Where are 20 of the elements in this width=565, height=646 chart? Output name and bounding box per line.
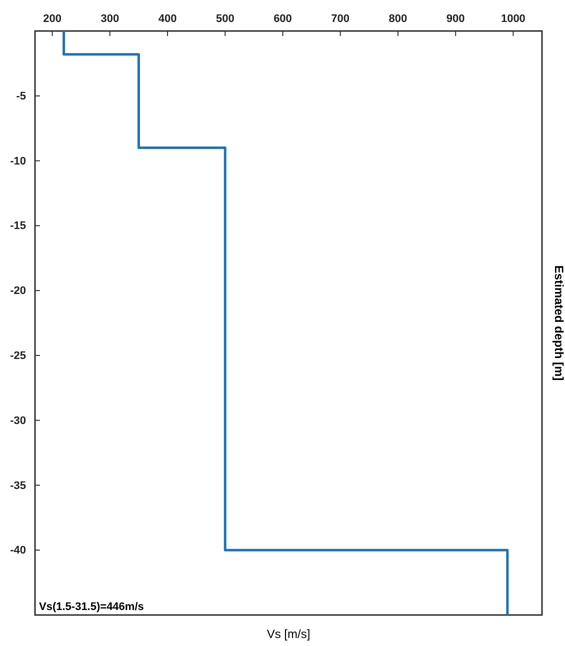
x-axis-title: Vs [m/s] <box>266 627 310 641</box>
y-tick-label: -20 <box>10 285 26 298</box>
x-tick-label: 700 <box>331 13 350 25</box>
x-tick-label: 400 <box>158 13 177 25</box>
y-tick-label: -30 <box>10 414 26 427</box>
y-tick-label: -25 <box>10 350 26 362</box>
x-tick-label: 200 <box>43 13 62 25</box>
annotation: Vs(1.5-31.5)=446m/s <box>39 601 144 613</box>
x-tick-label: 600 <box>274 13 292 25</box>
y-tick-label: -40 <box>10 544 26 557</box>
y-tick-label: -5 <box>16 90 26 102</box>
y-axis-title: Estimated depth [m] <box>552 265 565 381</box>
y-tick-label: -10 <box>10 155 26 168</box>
y-tick-label: -35 <box>10 480 26 492</box>
x-tick-label: 900 <box>446 13 465 25</box>
x-tick-label: 300 <box>100 13 120 25</box>
x-tick-label: 500 <box>216 13 234 25</box>
y-tick-label: -15 <box>10 220 26 232</box>
x-tick-label: 1000 <box>500 13 526 25</box>
x-tick-label: 800 <box>388 13 408 25</box>
